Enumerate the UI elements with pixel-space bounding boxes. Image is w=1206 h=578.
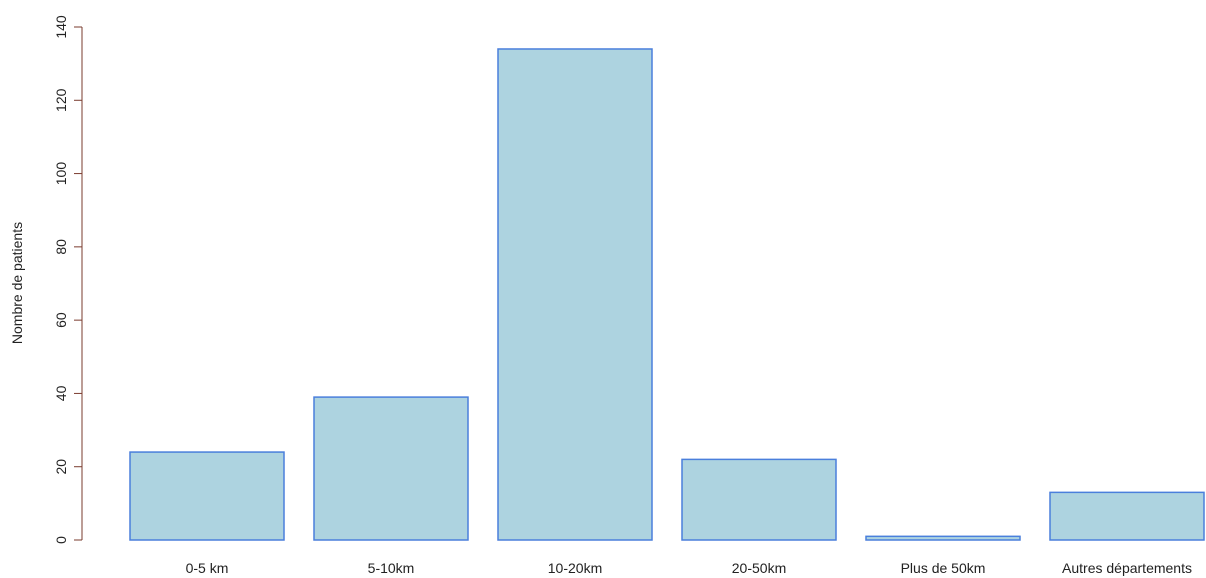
y-tick-label: 140 [53, 15, 69, 39]
x-tick-label: 10-20km [548, 560, 602, 576]
y-tick-label: 120 [53, 88, 69, 112]
x-tick-label: 5-10km [368, 560, 415, 576]
y-tick-label: 80 [53, 239, 69, 255]
x-tick-label: Plus de 50km [901, 560, 986, 576]
y-tick-label: 20 [53, 459, 69, 475]
y-axis-title: Nombre de patients [9, 222, 25, 344]
bar [1049, 491, 1205, 541]
y-axis: 0 20 40 60 80 100 120 140 [53, 15, 83, 544]
x-axis-labels: 0-5 km 5-10km 10-20km 20-50km Plus de 50km Au… [186, 560, 1192, 576]
y-tick-label: 40 [53, 385, 69, 401]
y-tick-label: 0 [53, 536, 69, 544]
bar [865, 535, 1021, 541]
y-tick-label: 60 [53, 312, 69, 328]
bar [681, 458, 837, 541]
x-tick-label: Autres départements [1062, 560, 1192, 576]
bar [497, 48, 653, 541]
x-tick-label: 20-50km [732, 560, 786, 576]
y-tick-label: 100 [53, 162, 69, 186]
bars-group [129, 48, 1205, 541]
bar [129, 451, 285, 541]
x-tick-label: 0-5 km [186, 560, 229, 576]
bar [313, 396, 469, 541]
